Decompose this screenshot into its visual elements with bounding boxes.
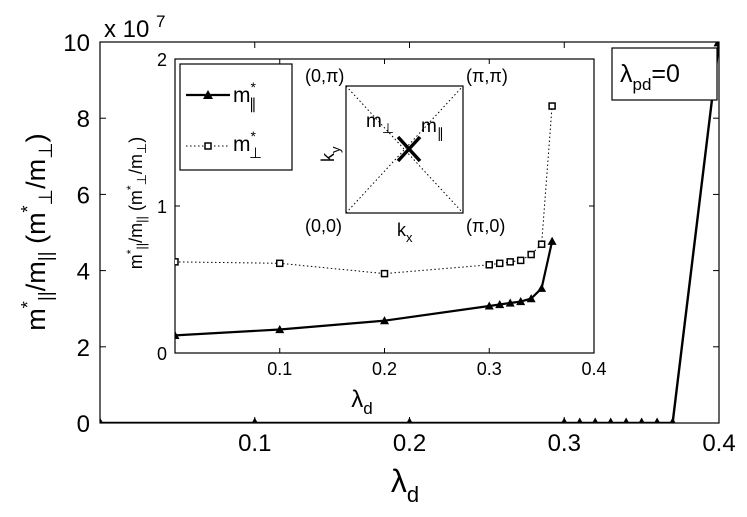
legend-frame bbox=[179, 63, 293, 171]
x-tick-label: 0.1 bbox=[238, 430, 271, 457]
zone-square bbox=[345, 85, 464, 214]
legend-marker-triangle bbox=[203, 90, 213, 99]
legend-item-parallel: m* ∥ bbox=[186, 79, 257, 113]
data-point-triangle bbox=[638, 417, 645, 423]
legend-item-perpendicular: m* ⊥ bbox=[186, 128, 262, 162]
zone-diagonal-parallel bbox=[345, 85, 464, 214]
annotation-text: λpd=0 bbox=[620, 60, 680, 94]
data-point-triangle bbox=[406, 417, 413, 423]
y-multiplier-label: x 10 7 bbox=[104, 12, 166, 43]
data-point-square bbox=[548, 102, 556, 110]
y-tick-label: 2 bbox=[77, 335, 90, 362]
inset-series bbox=[175, 102, 557, 339]
legend-marker-square bbox=[204, 142, 212, 150]
data-point-triangle bbox=[175, 330, 180, 339]
corner-label-pi-0: (π,0) bbox=[466, 216, 505, 236]
main-x-axis-label: λd bbox=[391, 463, 419, 507]
data-point-triangle bbox=[623, 417, 630, 423]
data-point-triangle bbox=[669, 417, 676, 423]
inset-x-ticks: 0.1 0.2 0.3 0.4 bbox=[267, 59, 607, 379]
data-point-triangle bbox=[561, 417, 568, 423]
kx-label: kx bbox=[397, 220, 413, 245]
data-point-square bbox=[527, 250, 535, 259]
data-point-triangle bbox=[713, 42, 719, 47]
inset-x-axis-label: λd bbox=[351, 386, 372, 418]
main-x-ticks: 0.1 0.2 0.3 0.4 bbox=[238, 42, 736, 457]
y-tick-label: 0 bbox=[157, 344, 167, 364]
data-point-square bbox=[175, 258, 179, 266]
data-point-square bbox=[495, 259, 504, 268]
diagram-label-parallel: m∥ bbox=[421, 116, 444, 141]
x-tick-label: 0.4 bbox=[581, 359, 606, 379]
x-tick-label: 0.2 bbox=[393, 430, 426, 457]
x-tick-label: 0.3 bbox=[477, 359, 502, 379]
brillouin-zone-diagram: (0,π) (π,π) (0,0) (π,0) m⊥ m∥ kx ky bbox=[305, 66, 508, 245]
annotation-box: λpd=0 bbox=[611, 47, 718, 101]
diagram-label-perpendicular: m⊥ bbox=[366, 111, 394, 136]
inset-y-axis-label: m*||/m|| (m*⊥/m⊥) bbox=[124, 137, 149, 270]
ky-label: ky bbox=[318, 146, 343, 162]
data-point-square bbox=[506, 258, 514, 266]
cross-marker bbox=[396, 135, 422, 163]
series-line-parallel bbox=[175, 241, 554, 337]
legend-label-parallel: m* ∥ bbox=[233, 79, 257, 113]
x-tick-label: 0.4 bbox=[702, 430, 735, 457]
legend: m* ∥ m* ⊥ bbox=[179, 63, 293, 171]
data-point-triangle bbox=[505, 298, 515, 307]
data-point-triangle bbox=[576, 417, 583, 423]
data-point-triangle bbox=[526, 294, 536, 303]
y-tick-label: 8 bbox=[77, 106, 90, 133]
data-point-triangle bbox=[547, 236, 557, 245]
data-point-triangle bbox=[592, 417, 599, 423]
y-tick-label: 4 bbox=[77, 259, 90, 286]
main-y-axis-label: m*||/m|| (m*⊥/m⊥) bbox=[18, 133, 57, 330]
corner-label-0-0: (0,0) bbox=[305, 216, 342, 236]
data-point-triangle bbox=[495, 299, 505, 309]
inset-y-ticks: 0 1 2 bbox=[157, 50, 594, 364]
data-point-square bbox=[276, 259, 284, 268]
data-point-triangle bbox=[380, 316, 389, 325]
data-point-triangle bbox=[100, 417, 104, 423]
x-tick-label: 0.3 bbox=[548, 430, 581, 457]
annotation-frame bbox=[611, 47, 718, 101]
data-point-square bbox=[516, 256, 525, 265]
y-tick-label: 10 bbox=[63, 30, 90, 57]
y-tick-label: 1 bbox=[157, 197, 167, 217]
series-line-perpendicular bbox=[175, 105, 553, 275]
data-point-triangle bbox=[537, 283, 547, 292]
data-point-triangle bbox=[275, 324, 285, 334]
legend-label-perpendicular: m* ⊥ bbox=[233, 128, 262, 162]
x-tick-label: 0.1 bbox=[267, 359, 292, 379]
main-series bbox=[100, 42, 719, 423]
corner-label-0-pi: (0,π) bbox=[305, 66, 344, 86]
data-point-square bbox=[380, 269, 389, 278]
inset-axes: 0.1 0.2 0.3 0.4 0 1 2 m*||/m|| (m*⊥/m⊥) λd m*… bbox=[124, 50, 607, 418]
y-tick-label: 6 bbox=[77, 182, 90, 209]
x-tick-label: 0.2 bbox=[372, 359, 397, 379]
data-point-square bbox=[485, 261, 493, 269]
data-point-triangle bbox=[251, 417, 258, 423]
data-point-square bbox=[537, 240, 546, 248]
data-point-triangle bbox=[654, 417, 661, 423]
zone-diagonal-perpendicular bbox=[345, 85, 464, 214]
data-point-triangle bbox=[516, 297, 526, 306]
corner-label-pi-pi: (π,π) bbox=[466, 66, 508, 86]
data-point-triangle bbox=[607, 417, 614, 423]
y-tick-label: 2 bbox=[157, 50, 167, 70]
data-point-triangle bbox=[484, 301, 494, 310]
y-tick-label: 0 bbox=[77, 411, 90, 438]
